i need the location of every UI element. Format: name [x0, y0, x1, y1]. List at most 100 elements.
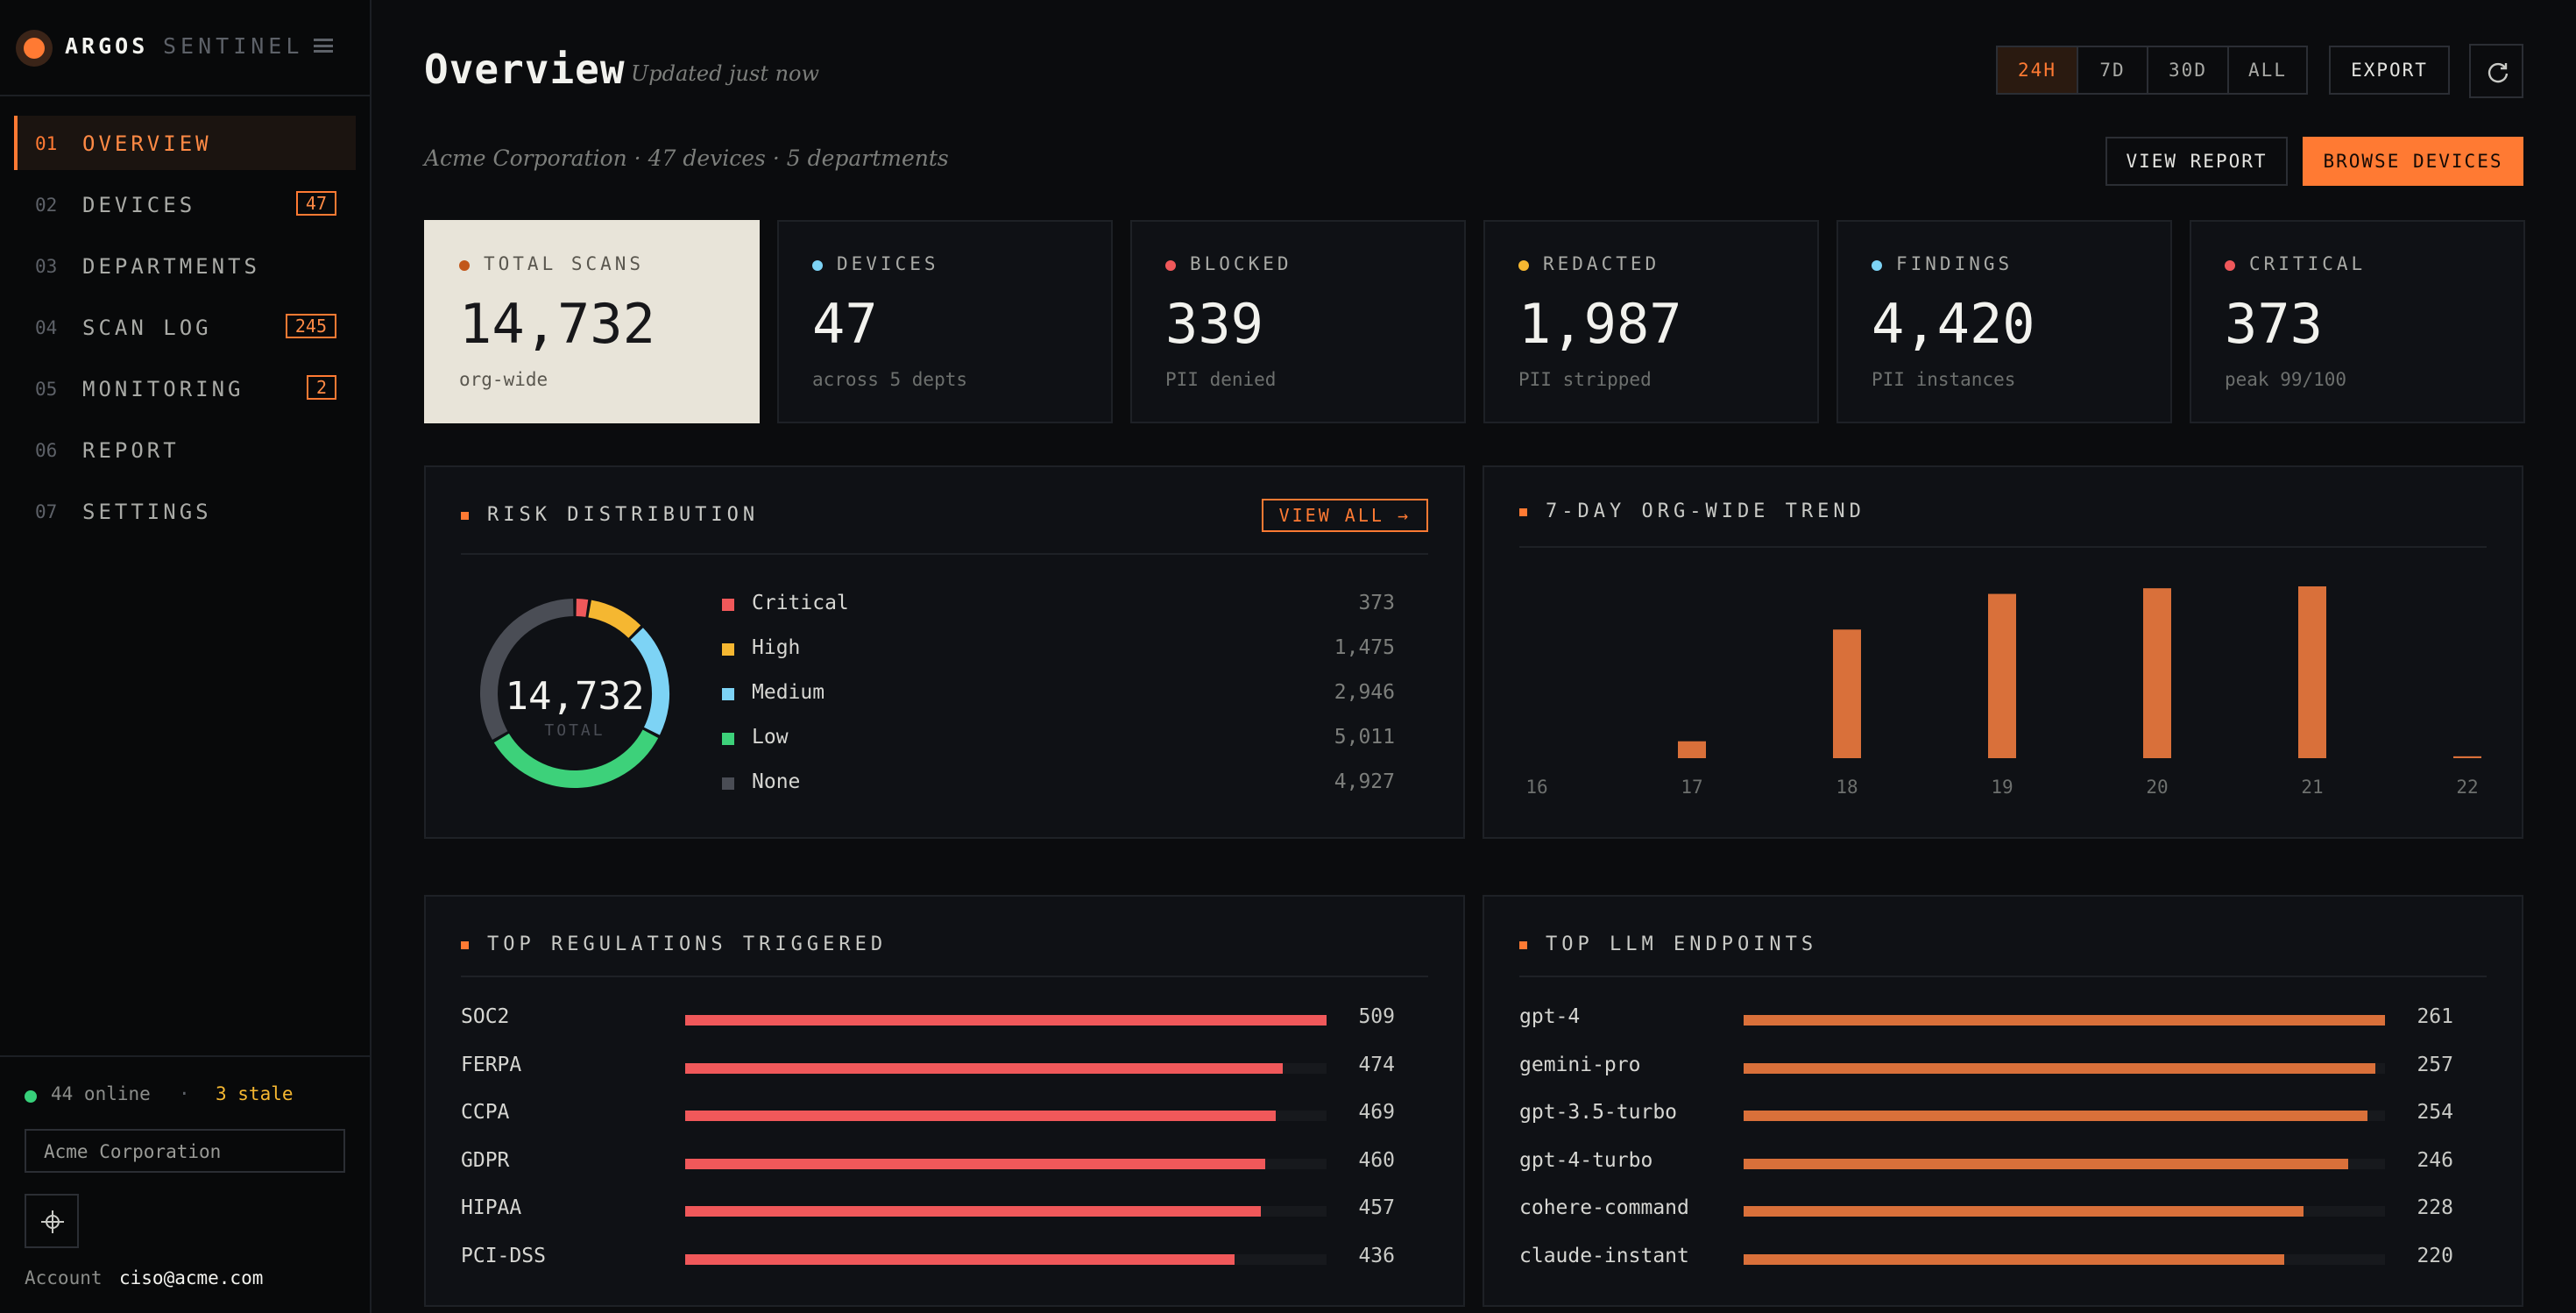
- stat-card-blocked[interactable]: BLOCKED 339 PII denied: [1130, 220, 1466, 423]
- stat-card-devices[interactable]: DEVICES 47 across 5 depts: [777, 220, 1113, 423]
- sidebar-item-scan-log[interactable]: 04 SCAN LOG 245: [14, 300, 356, 354]
- export-button[interactable]: EXPORT: [2329, 46, 2450, 95]
- stat-card-critical[interactable]: CRITICAL 373 peak 99/100: [2190, 220, 2525, 423]
- bar-track: [685, 1062, 1327, 1074]
- trend-tick-label: 19: [1991, 777, 2013, 798]
- bar-fill: [685, 1253, 1235, 1265]
- bar-fill: [1744, 1111, 2368, 1121]
- organization-selector[interactable]: Acme Corporation: [25, 1129, 345, 1173]
- nav-label: DEVICES: [82, 193, 196, 217]
- brand-product: SENTINEL: [163, 33, 304, 59]
- endpoints-row[interactable]: gpt-4 261: [1519, 1000, 2488, 1035]
- range-tab-7d[interactable]: 7D: [2078, 47, 2148, 93]
- stat-subtext: PII stripped: [1518, 369, 1652, 390]
- time-range-selector: 24H 7D 30D ALL: [1996, 46, 2308, 95]
- stat-card-findings[interactable]: FINDINGS 4,420 PII instances: [1836, 220, 2172, 423]
- sidebar-item-departments[interactable]: 03 DEPARTMENTS: [14, 238, 356, 293]
- page-title: Overview: [424, 46, 626, 93]
- hamburger-menu-icon[interactable]: [314, 39, 333, 53]
- legend-item-low[interactable]: Low 5,011: [722, 720, 1430, 756]
- regulations-row[interactable]: FERPA 474: [461, 1048, 1430, 1083]
- stat-card-total-scans[interactable]: TOTAL SCANS 14,732 org-wide: [424, 220, 760, 423]
- endpoints-row[interactable]: gemini-pro 257: [1519, 1048, 2488, 1083]
- endpoints-row[interactable]: claude-instant 220: [1519, 1239, 2488, 1274]
- regulations-row[interactable]: GDPR 460: [461, 1144, 1430, 1179]
- updated-timestamp: Updated just now: [631, 61, 820, 86]
- org-summary: Acme Corporation · 47 devices · 5 depart…: [424, 145, 949, 171]
- bar-fill: [685, 1206, 1262, 1217]
- endpoints-row[interactable]: gpt-4-turbo 246: [1519, 1144, 2488, 1179]
- donut-slice-critical[interactable]: [576, 599, 589, 617]
- stat-label: FINDINGS: [1896, 253, 2013, 274]
- scan-log-count-badge: 245: [285, 314, 336, 338]
- stat-value: 373: [2225, 292, 2323, 356]
- nav-number: 07: [35, 501, 58, 522]
- legend-swatch-icon: [722, 688, 734, 700]
- legend-item-none[interactable]: None 4,927: [722, 765, 1430, 800]
- stat-card-redacted[interactable]: REDACTED 1,987 PII stripped: [1483, 220, 1819, 423]
- browse-devices-button[interactable]: BROWSE DEVICES: [2303, 137, 2523, 186]
- theme-toggle-button[interactable]: [25, 1194, 79, 1248]
- sidebar-item-report[interactable]: 06 REPORT: [14, 422, 356, 477]
- legend-item-medium[interactable]: Medium 2,946: [722, 676, 1430, 711]
- row-label: gemini-pro: [1519, 1053, 1641, 1076]
- row-label: claude-instant: [1519, 1244, 1689, 1267]
- range-tab-all[interactable]: ALL: [2248, 60, 2287, 81]
- nav-number: 04: [35, 317, 58, 338]
- endpoints-row[interactable]: gpt-3.5-turbo 254: [1519, 1096, 2488, 1131]
- regulations-row[interactable]: CCPA 469: [461, 1096, 1430, 1131]
- stale-count[interactable]: 3 stale: [216, 1083, 294, 1104]
- brand-name: ARGOS: [65, 33, 149, 59]
- view-all-button[interactable]: VIEW ALL →: [1261, 499, 1428, 532]
- stat-label: CRITICAL: [2249, 253, 2367, 274]
- donut-slice-low[interactable]: [493, 729, 659, 788]
- endpoints-row[interactable]: cohere-command 228: [1519, 1191, 2488, 1226]
- trend-bar-22[interactable]: [2453, 756, 2481, 758]
- donut-total-value: 14,732: [506, 674, 645, 719]
- row-label: PCI-DSS: [461, 1244, 546, 1267]
- bar-fill: [685, 1158, 1265, 1169]
- nav-label: DEPARTMENTS: [82, 254, 260, 279]
- view-report-button[interactable]: VIEW REPORT: [2105, 137, 2288, 186]
- regulations-row[interactable]: SOC2 509: [461, 1000, 1430, 1035]
- trend-bar-20[interactable]: [2143, 588, 2171, 758]
- bar-track: [1744, 1158, 2385, 1169]
- risk-distribution-panel: RISK DISTRIBUTION VIEW ALL → 14,732 TOTA…: [424, 465, 1465, 839]
- row-value: 261: [2417, 1005, 2453, 1028]
- status-dot-icon: [1518, 260, 1529, 271]
- bar-track: [685, 1015, 1327, 1026]
- nav-number: 02: [35, 195, 58, 216]
- row-value: 254: [2417, 1101, 2453, 1124]
- row-label: cohere-command: [1519, 1196, 1689, 1219]
- refresh-button[interactable]: [2469, 44, 2523, 98]
- range-tab-24h[interactable]: 24H: [1998, 47, 2078, 93]
- nav-number: 03: [35, 256, 58, 277]
- regulations-row[interactable]: PCI-DSS 436: [461, 1239, 1430, 1274]
- sidebar-item-overview[interactable]: 01 OVERVIEW: [14, 116, 356, 170]
- legend-item-critical[interactable]: Critical 373: [722, 586, 1430, 621]
- regulations-row[interactable]: HIPAA 457: [461, 1191, 1430, 1226]
- row-label: HIPAA: [461, 1196, 522, 1219]
- trend-bar-19[interactable]: [1988, 593, 2016, 758]
- devices-count-badge: 47: [295, 191, 336, 216]
- range-tab-30d[interactable]: 30D: [2148, 47, 2229, 93]
- donut-slice-medium[interactable]: [630, 628, 669, 735]
- panel-title: RISK DISTRIBUTION: [461, 504, 759, 526]
- trend-bar-17[interactable]: [1678, 741, 1706, 758]
- trend-bar-21[interactable]: [2298, 586, 2326, 758]
- legend-item-high[interactable]: High 1,475: [722, 631, 1430, 666]
- nav-label: SETTINGS: [82, 500, 212, 524]
- bar-fill: [685, 1111, 1277, 1121]
- sidebar-item-monitoring[interactable]: 05 MONITORING 2: [14, 361, 356, 415]
- status-dot-icon: [1872, 260, 1882, 271]
- account-email[interactable]: ciso@acme.com: [119, 1267, 264, 1288]
- trend-bar-18[interactable]: [1833, 629, 1861, 758]
- sidebar-item-devices[interactable]: 02 DEVICES 47: [14, 177, 356, 231]
- stat-subtext: PII instances: [1872, 369, 2016, 390]
- status-dot-icon: [1165, 260, 1176, 271]
- bar-fill: [1744, 1062, 2375, 1074]
- donut-slice-high[interactable]: [588, 600, 641, 639]
- legend-value: 2,946: [1334, 681, 1395, 704]
- sidebar-item-settings[interactable]: 07 SETTINGS: [14, 484, 356, 538]
- donut-slice-none[interactable]: [480, 599, 574, 741]
